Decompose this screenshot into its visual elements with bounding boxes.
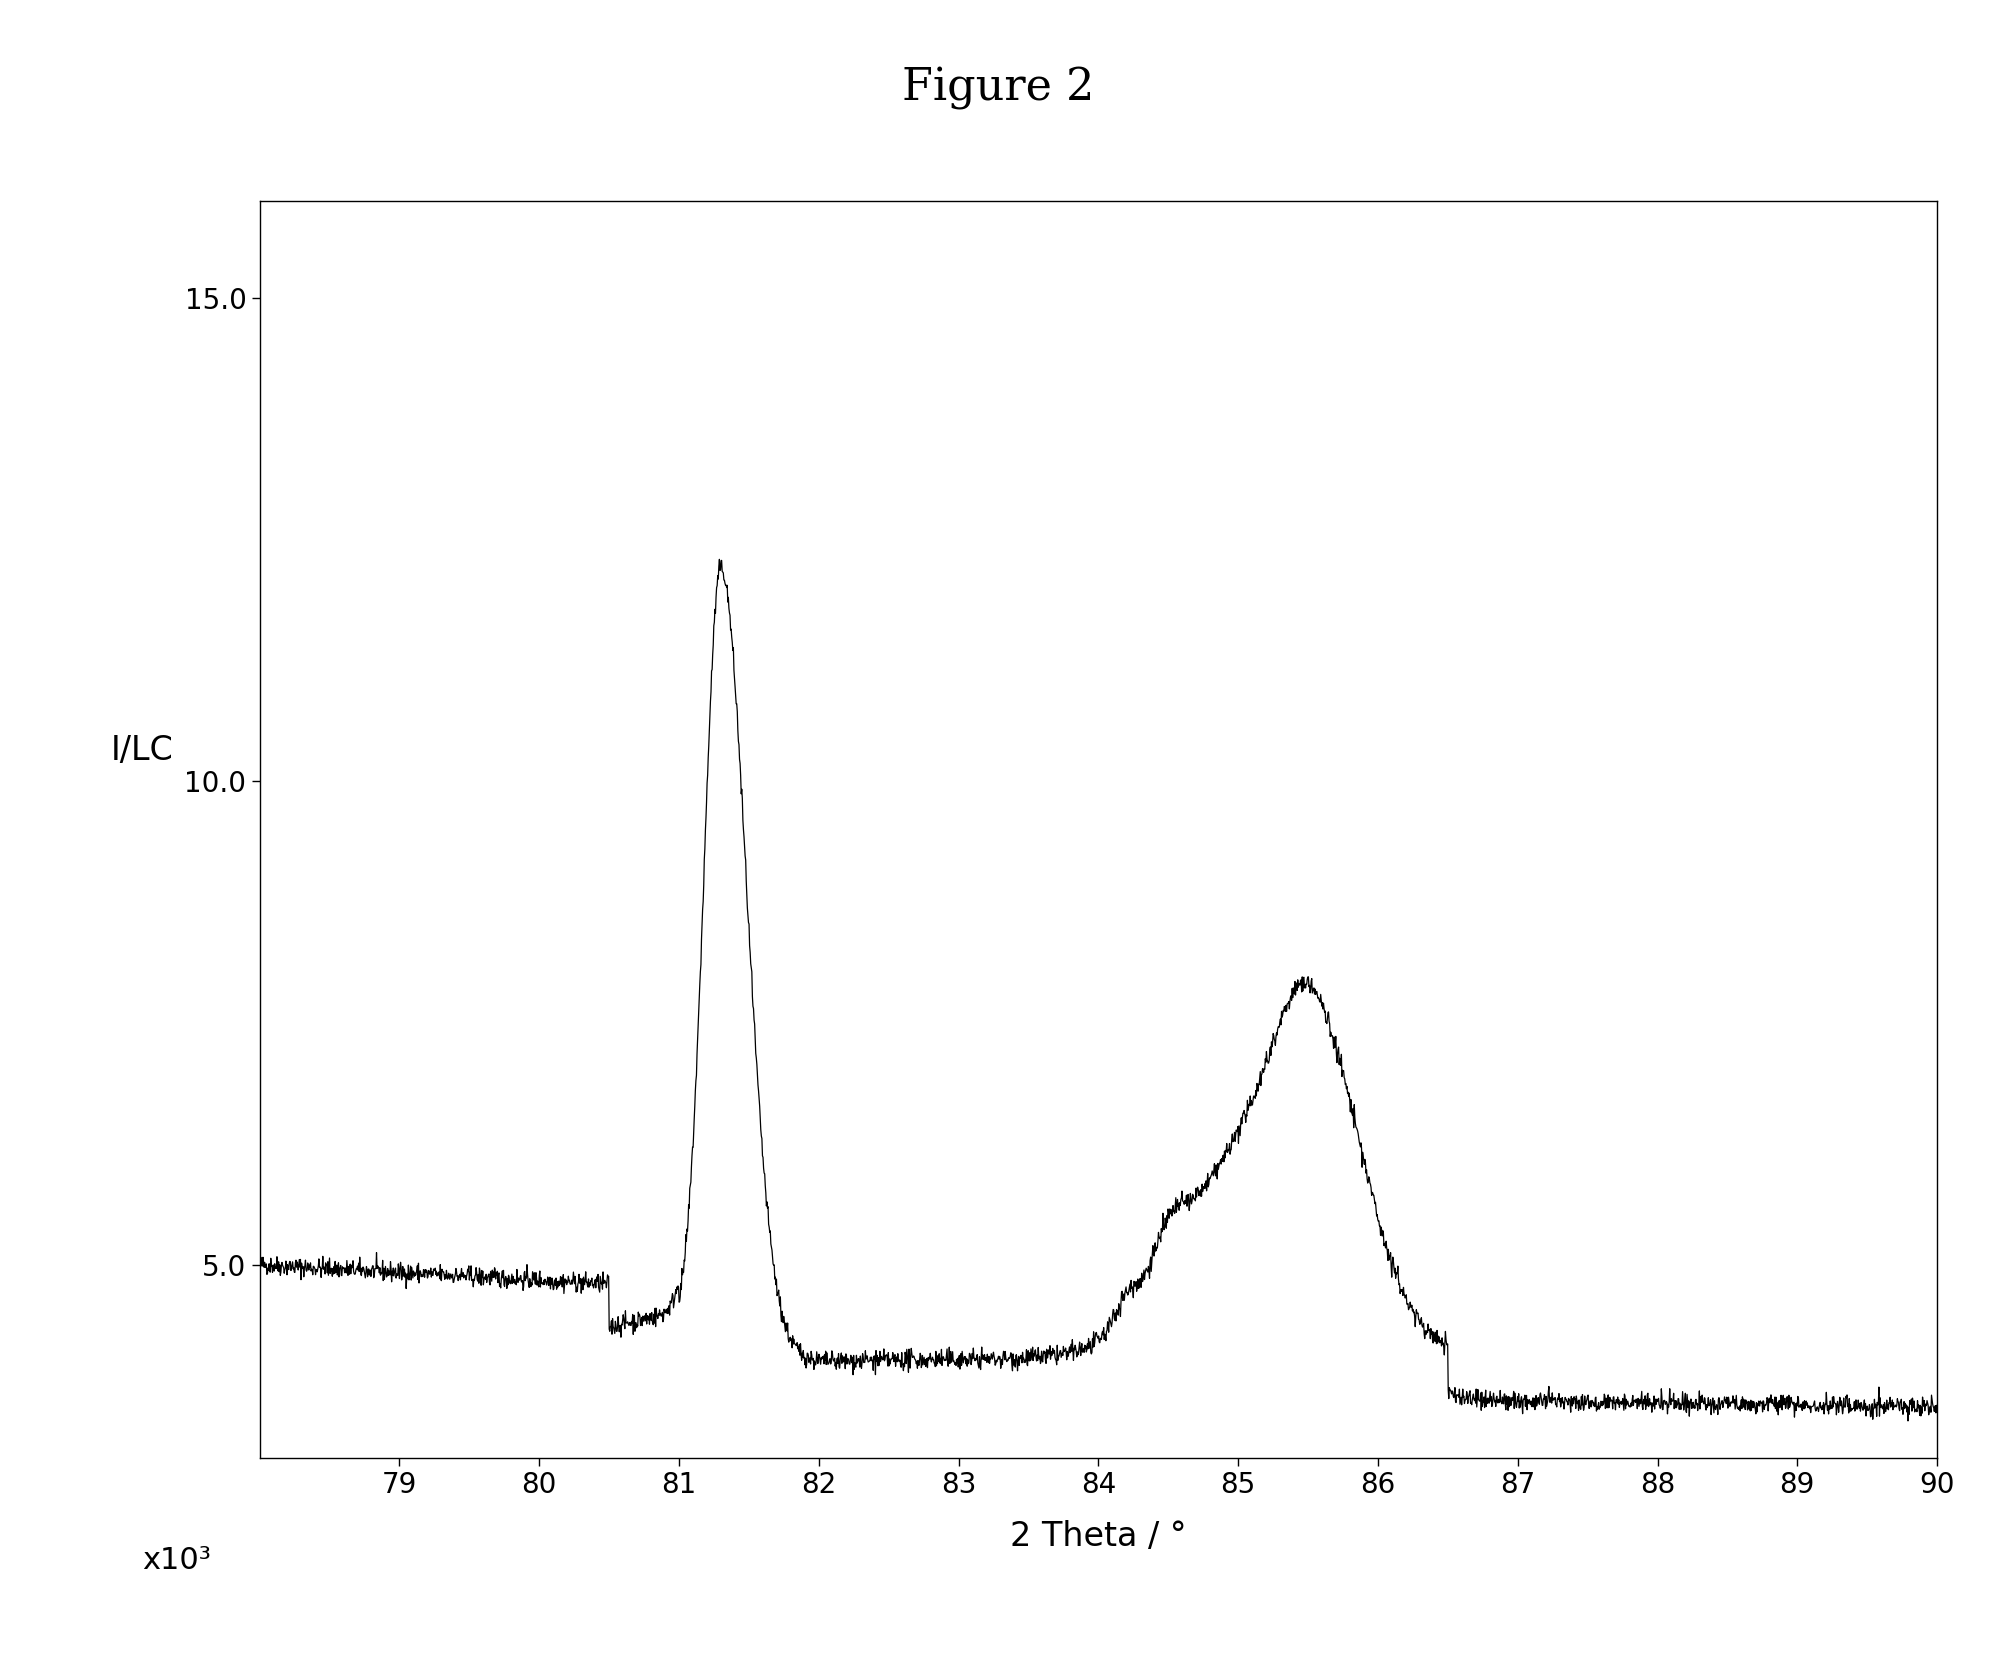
X-axis label: 2 Theta / °: 2 Theta / °: [1010, 1520, 1186, 1554]
Text: x10³: x10³: [142, 1545, 212, 1575]
Y-axis label: I/LC: I/LC: [110, 734, 174, 768]
Text: Figure 2: Figure 2: [903, 67, 1094, 111]
